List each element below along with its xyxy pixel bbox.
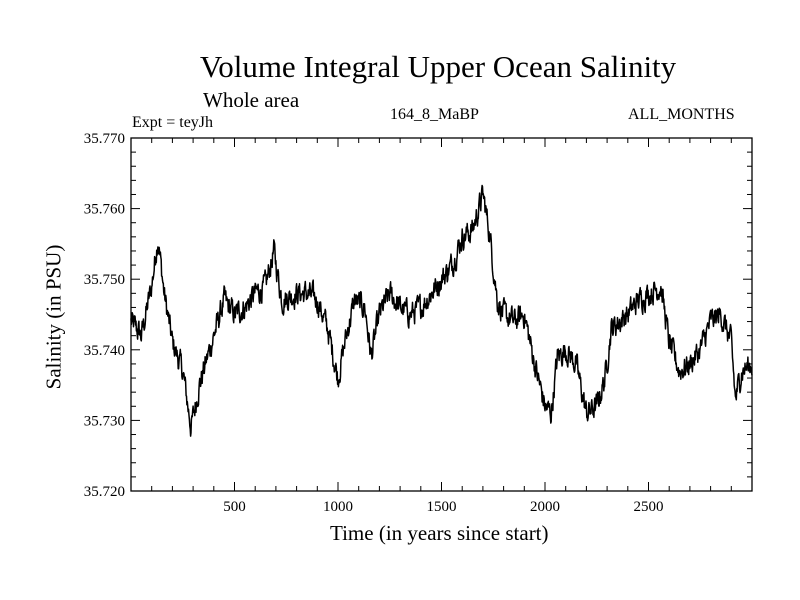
plot-area-frame	[130, 137, 753, 492]
x-tick-label: 1500	[427, 499, 457, 515]
months-annotation: ALL_MONTHS	[628, 106, 735, 123]
y-axis-label: Salinity (in PSU)	[41, 244, 66, 390]
chart-title: Volume Integral Upper Ocean Salinity	[199, 49, 677, 84]
axis-ticks	[131, 137, 752, 492]
x-axis-label: Time (in years since start)	[330, 521, 549, 545]
y-tick-labels: 35.720 35.730 35.740 35.750 35.760 35.770	[84, 131, 125, 500]
chart-subtitle: Whole area	[203, 88, 300, 112]
x-tick-label: 1000	[323, 499, 353, 515]
y-tick-label: 35.750	[84, 272, 125, 288]
run-annotation: 164_8_MaBP	[390, 106, 479, 123]
x-tick-label: 2000	[530, 499, 560, 515]
y-tick-label: 35.730	[84, 413, 125, 429]
y-tick-label: 35.740	[84, 343, 125, 359]
series-line-salinity	[130, 184, 753, 437]
y-tick-label: 35.760	[84, 202, 125, 218]
x-tick-label: 500	[223, 499, 246, 515]
y-tick-label: 35.770	[84, 131, 125, 147]
y-tick-label: 35.720	[84, 484, 125, 500]
x-tick-label: 2500	[634, 499, 664, 515]
x-tick-labels: 500 1000 1500 2000 2500	[223, 499, 663, 515]
experiment-annotation: Expt = teyJh	[132, 114, 214, 131]
